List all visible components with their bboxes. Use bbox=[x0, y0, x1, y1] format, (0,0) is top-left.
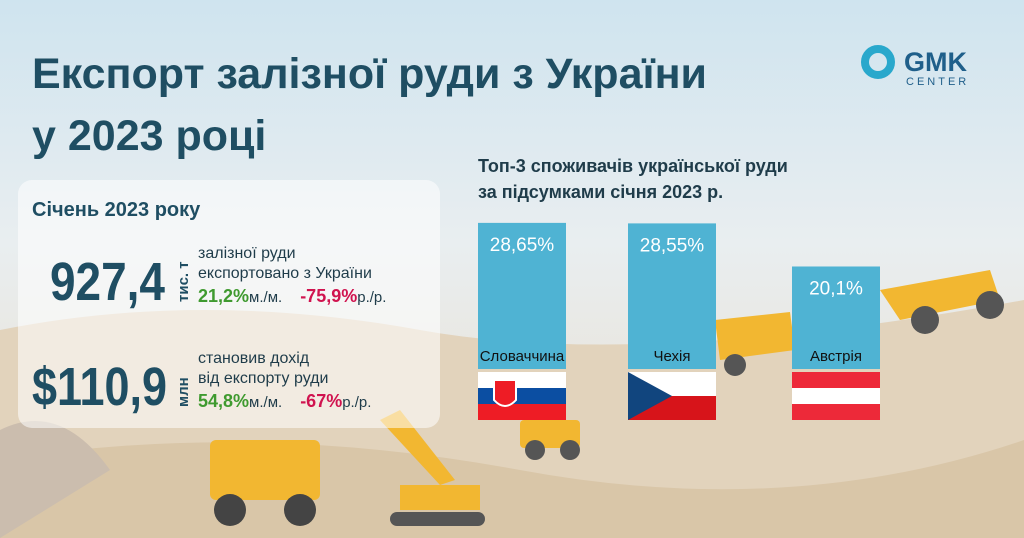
mom-change: 54,8% bbox=[198, 391, 249, 411]
value-label: 28,55% bbox=[640, 235, 705, 256]
bar bbox=[628, 223, 716, 369]
logo: GMK CENTER bbox=[861, 45, 969, 88]
flag-stripe bbox=[792, 388, 880, 404]
chart-title: Топ-3 споживачів української руди bbox=[478, 156, 788, 176]
stat-unit: млн bbox=[175, 377, 192, 407]
title: Експорт залізної руди з України bbox=[32, 50, 707, 98]
mom-label: м./м. bbox=[249, 289, 282, 306]
bar bbox=[792, 266, 880, 369]
stat-text: залізної руди bbox=[198, 245, 296, 262]
category-label: Австрія bbox=[810, 348, 862, 365]
category-label: Чехія bbox=[654, 348, 691, 365]
stats-period: Січень 2023 року bbox=[32, 199, 201, 221]
stat-text: становив дохід bbox=[198, 350, 310, 367]
yoy-change: -67% bbox=[300, 391, 342, 411]
logo-subtext: CENTER bbox=[906, 76, 969, 88]
stat-change: 21,2%м./м. -75,9%р./р. bbox=[198, 286, 386, 306]
stat-change: 54,8%м./м. -67%р./р. bbox=[198, 391, 371, 411]
yoy-change: -75,9% bbox=[300, 286, 357, 306]
truck bbox=[210, 440, 320, 526]
loader bbox=[520, 420, 580, 460]
title: у 2023 році bbox=[32, 112, 266, 160]
flag-stripe bbox=[478, 404, 566, 420]
yoy-label: р./р. bbox=[342, 394, 371, 411]
stat-text: експортовано з України bbox=[198, 265, 372, 282]
flag-emblem bbox=[493, 379, 517, 407]
stat-unit: тис. т bbox=[175, 261, 192, 302]
flag-stripe bbox=[478, 388, 566, 404]
stats-panel bbox=[18, 180, 440, 428]
excavator bbox=[380, 410, 485, 526]
logo-icon bbox=[861, 45, 895, 79]
flag-stripe bbox=[478, 372, 566, 388]
mom-label: м./м. bbox=[249, 394, 282, 411]
truck bbox=[880, 270, 1004, 334]
category-label: Словаччина bbox=[480, 348, 565, 365]
value-label: 28,65% bbox=[490, 235, 555, 256]
flag-stripe bbox=[792, 372, 880, 388]
mom-change: 21,2% bbox=[198, 286, 249, 306]
rock bbox=[0, 421, 110, 538]
bar bbox=[478, 222, 566, 369]
value-label: 20,1% bbox=[809, 278, 863, 299]
logo-text: GMK bbox=[904, 47, 967, 77]
flag-triangle bbox=[628, 372, 672, 420]
yoy-label: р./р. bbox=[357, 289, 386, 306]
chart: 28,65% Словаччина 28,55% Чехія 20,1% Австрія bbox=[478, 222, 880, 420]
stat-text: від експорту руди bbox=[198, 370, 328, 387]
stat-value: $110,9 bbox=[32, 357, 167, 417]
stats: 927,4 тис. т залізної руди експортовано з У… bbox=[32, 245, 386, 417]
stat-value: 927,4 bbox=[50, 252, 165, 312]
chart-title: за підсумками січня 2023 р. bbox=[478, 182, 723, 202]
truck bbox=[715, 312, 795, 376]
flag-stripe bbox=[792, 404, 880, 420]
